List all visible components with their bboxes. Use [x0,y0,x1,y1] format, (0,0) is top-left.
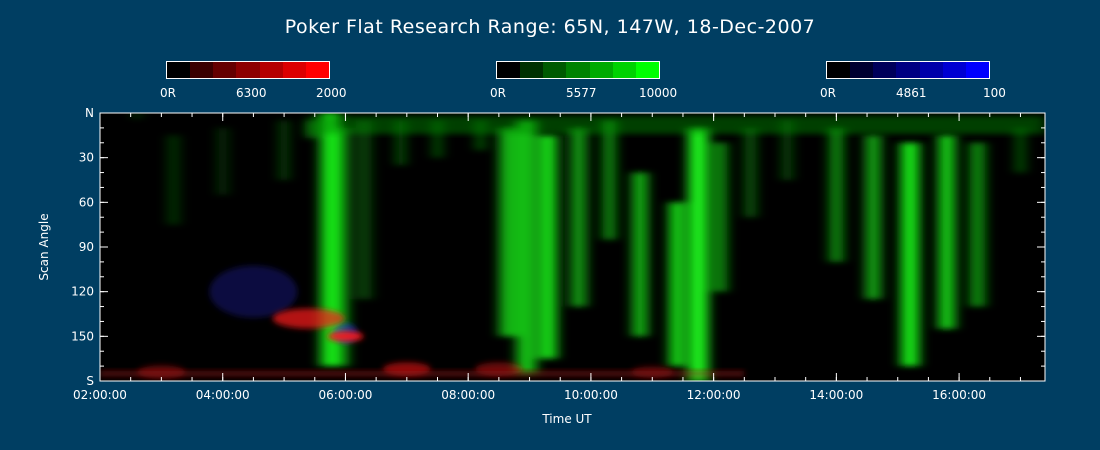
colorbar-6300-swatch [259,62,283,78]
green-emission-band [538,135,557,359]
colorbar-5577-mid-label: 5577 [566,86,597,100]
y-tick-label: 60 [79,195,94,209]
colorbar-4861-swatch [873,62,897,78]
x-tick-label: 14:00:00 [809,388,863,402]
colorbar-4861-swatch [827,62,851,78]
green-emission-band [168,135,180,225]
x-tick-label: 06:00:00 [319,388,373,402]
y-tick-label: S [86,374,94,388]
green-emission-band [433,120,442,158]
red-emission-patch [327,331,364,342]
colorbar-6300 [166,61,330,79]
colorbar-6300-swatch [282,62,306,78]
x-tick-label: 12:00:00 [687,388,741,402]
green-emission-band [356,120,372,300]
green-emission-band [396,120,405,166]
colorbar-4861-swatch [965,62,989,78]
colorbar-4861 [826,61,990,79]
green-emission-band [570,127,587,307]
y-tick-label: 150 [71,329,94,343]
colorbar-5577-swatch [520,62,544,78]
x-axis-label: Time UT [541,412,592,426]
green-emission-band [970,142,985,307]
colorbar-6300-swatch [305,62,329,78]
colorbar-5577-swatch [635,62,659,78]
x-tick-label: 10:00:00 [564,388,618,402]
chart-title: Poker Flat Research Range: 65N, 147W, 18… [284,16,816,38]
green-emission-band [329,127,349,367]
red-emission-band [100,370,745,377]
green-emission-band [865,135,881,300]
green-emission-band [133,113,140,119]
green-emission-band [712,142,727,292]
colorbar-5577 [496,61,660,79]
colorbar-4861-min-label: 0R [820,86,836,100]
x-tick-label: 08:00:00 [441,388,495,402]
green-emission-band [499,127,517,337]
green-emission-band [476,120,485,151]
y-tick-label: N [85,106,94,120]
colorbar-4861-swatch [850,62,874,78]
colorbar-5577-min-label: 0R [490,86,506,100]
colorbar-5577-max-label: 10000 [639,86,678,100]
blue-emission-patch [209,265,298,318]
x-tick-label: 02:00:00 [73,388,127,402]
colorbar-4861-swatch [919,62,943,78]
colorbar-4861-max-label: 100 [983,86,1006,100]
colorbar-6300-swatch [213,62,237,78]
green-emission-band [217,127,228,195]
colorbar-6300-swatch [190,62,214,78]
y-tick-label: 30 [79,151,94,165]
colorbar-5577-swatch [566,62,590,78]
colorbar-6300-swatch [167,62,191,78]
green-emission-band [516,120,537,374]
y-tick-label: 120 [71,285,94,299]
green-emission-band [829,127,843,262]
colorbar-6300-swatch [236,62,260,78]
colorbar-6300-mid-label: 6300 [236,86,267,100]
green-emission-band [901,142,919,367]
colorbar-5577-swatch [589,62,613,78]
y-tick-label: 90 [79,240,94,254]
green-emission-band [308,115,1045,134]
colorbar-6300-max-label: 2000 [316,86,347,100]
green-emission-band [938,135,956,329]
green-emission-band [745,127,756,218]
colorbar-4861-swatch [942,62,966,78]
green-emission-band [688,127,709,381]
green-emission-band [669,202,685,367]
colorbar-5577-swatch [497,62,521,78]
colorbar-4861-swatch [896,62,920,78]
green-emission-band [603,120,616,240]
colorbar-5577-swatch [543,62,567,78]
colorbar-5577-swatch [612,62,636,78]
green-emission-band [782,120,792,180]
y-axis-label: Scan Angle [37,213,51,280]
green-emission-band [279,120,289,180]
green-emission-band [632,172,648,337]
green-emission-band [1016,127,1025,173]
x-tick-label: 16:00:00 [932,388,986,402]
colorbar-4861-mid-label: 4861 [896,86,927,100]
red-emission-patch [272,308,345,329]
x-tick-label: 04:00:00 [196,388,250,402]
colorbar-6300-min-label: 0R [160,86,176,100]
